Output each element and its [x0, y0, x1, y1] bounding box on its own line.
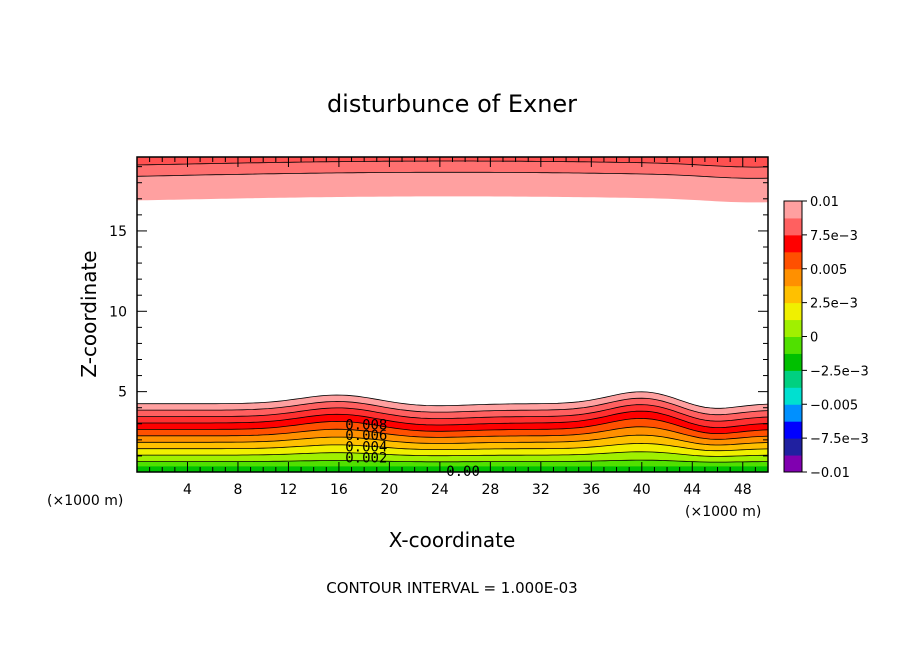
y-ticks: 5 10 15 [109, 166, 768, 457]
colorbar-swatch [784, 234, 802, 253]
colorbar: 0.01 7.5e−3 0.005 2.5e−3 0 −2.5e−3 −0.005 −7.5e… [783, 195, 869, 481]
contour-label: 0.006 [345, 428, 387, 444]
x-tick-label: 32 [532, 482, 550, 498]
colorbar-label: −0.005 [810, 398, 858, 413]
x-tick-label: 16 [330, 482, 348, 498]
x-ticks: 4 8 12 16 20 24 28 32 36 40 44 48 [149, 157, 756, 498]
y-tick-label: 15 [109, 224, 127, 240]
y-tick-label: 10 [109, 304, 127, 320]
colorbar-label: 0.01 [810, 195, 839, 210]
colorbar-swatch [784, 353, 802, 371]
contour-line [137, 391, 769, 409]
colorbar-swatch [784, 370, 802, 388]
colorbar-label: −0.01 [810, 466, 850, 481]
colorbar-swatch [784, 421, 802, 439]
colorbar-label: 0.005 [810, 263, 847, 278]
colorbar-swatch [784, 302, 802, 321]
contour-lines [136, 160, 769, 463]
contour-line [137, 459, 768, 463]
colorbar-swatch [784, 285, 802, 304]
colorbar-label: 7.5e−3 [810, 229, 858, 244]
colorbar-label: 2.5e−3 [810, 297, 858, 312]
colorbar-swatch [784, 201, 802, 219]
colorbar-swatch [784, 319, 802, 337]
colorbar-label: 0 [810, 331, 818, 346]
x-unit-left: (×1000 m) [47, 493, 123, 509]
contour-line [137, 397, 769, 416]
contour-line [137, 404, 769, 422]
x-tick-label: 40 [633, 482, 651, 498]
x-tick-label: 48 [734, 482, 752, 498]
contour-line [137, 426, 769, 440]
colorbar-swatch [784, 251, 802, 270]
contour-interval-note: CONTOUR INTERVAL = 1.000E-03 [326, 579, 577, 597]
x-tick-label: 44 [683, 482, 701, 498]
y-tick-label: 5 [118, 385, 127, 401]
contour-line [137, 417, 769, 434]
contour-line [137, 451, 769, 457]
contour-line [137, 434, 769, 446]
colorbar-swatch [784, 387, 802, 405]
y-axis-label: Z-coordinate [77, 250, 101, 377]
colorbar-swatch [784, 217, 802, 236]
x-axis-label: X-coordinate [389, 528, 516, 552]
x-tick-label: 8 [233, 482, 242, 498]
x-unit-right: (×1000 m) [685, 504, 761, 520]
colorbar-swatch [784, 455, 802, 473]
colorbar-swatch [784, 268, 802, 287]
colorbar-label: −2.5e−3 [810, 364, 869, 379]
x-tick-label: 20 [380, 482, 398, 498]
x-tick-label: 36 [582, 482, 600, 498]
contour-line [137, 442, 769, 452]
colorbar-swatch [784, 336, 802, 354]
contour-line [136, 171, 769, 179]
x-tick-label: 12 [280, 482, 298, 498]
contour-label: 0.002 [345, 451, 387, 467]
colorbar-swatch [784, 438, 802, 456]
contour-label: 0.008 [345, 418, 387, 434]
contour-line [137, 410, 769, 428]
chart-title: disturbunce of Exner [327, 90, 577, 118]
colorbar-swatch [784, 404, 802, 422]
contour-band [137, 157, 768, 168]
x-tick-label: 28 [481, 482, 499, 498]
x-tick-label: 4 [183, 482, 192, 498]
colorbar-label: −7.5e−3 [810, 432, 869, 447]
x-tick-label: 24 [431, 482, 449, 498]
contour-label: 0.004 [345, 439, 387, 455]
